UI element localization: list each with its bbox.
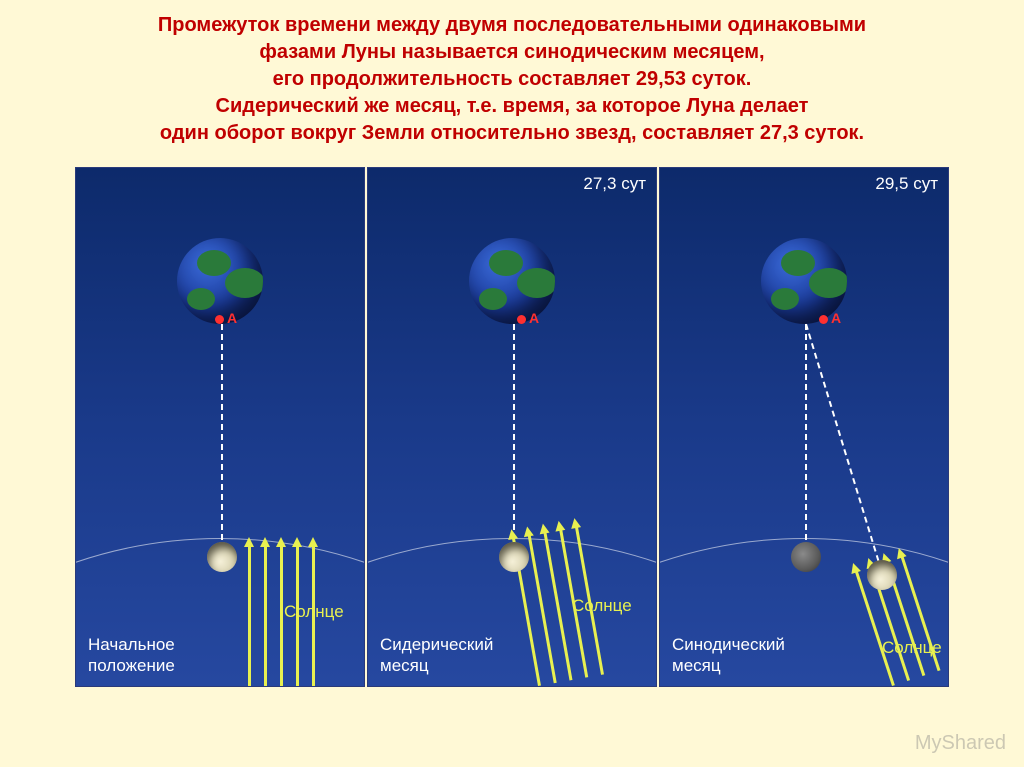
sun-ray-arrow (280, 546, 283, 686)
earth-globe (177, 238, 263, 324)
diagram-container: А Начальноеположение Солнце 27,3 сут А Сидери… (0, 167, 1024, 687)
panel-caption: Начальноеположение (88, 635, 175, 676)
panel-caption: Сидерическиймесяц (380, 635, 493, 676)
header-line: его продолжительность составляет 29,53 с… (40, 66, 984, 93)
header-text: Промежуток времени между двумя последова… (0, 0, 1024, 167)
sun-ray-arrow (264, 546, 267, 686)
sun-label: Солнце (284, 602, 344, 622)
moon-icon (207, 542, 237, 572)
panel-1: 27,3 сут А Сидерическиймесяц Солнце (367, 167, 657, 687)
observer-label: А (831, 310, 841, 326)
moon-icon (867, 560, 897, 590)
header-line: Сидерический же месяц, т.е. время, за ко… (40, 93, 984, 120)
earth-moon-line (513, 324, 515, 550)
corner-time: 27,3 сут (583, 174, 646, 194)
observer-point (517, 315, 526, 324)
moon-shadow-icon (791, 542, 821, 572)
observer-label: А (227, 310, 237, 326)
header-line: фазами Луны называется синодическим меся… (40, 39, 984, 66)
observer-label: А (529, 310, 539, 326)
earth-moon-line (805, 324, 807, 550)
earth-icon: А (761, 238, 847, 324)
moon-icon (499, 542, 529, 572)
observer-point (819, 315, 828, 324)
earth-moon-line (221, 324, 223, 550)
sun-ray-arrow (248, 546, 251, 686)
header-line: Промежуток времени между двумя последова… (40, 12, 984, 39)
earth-icon: А (469, 238, 555, 324)
header-line: один оборот вокруг Земли относительно зв… (40, 120, 984, 147)
panel-2: 29,5 сут А Синодическиймесяц Солнце (659, 167, 949, 687)
watermark: MyShared (915, 732, 1006, 755)
earth-icon: А (177, 238, 263, 324)
panel-caption: Синодическиймесяц (672, 635, 785, 676)
sun-label: Солнце (882, 638, 942, 658)
sun-ray-arrow (543, 532, 572, 680)
corner-time: 29,5 сут (875, 174, 938, 194)
panel-0: А Начальноеположение Солнце (75, 167, 365, 687)
earth-globe (469, 238, 555, 324)
sun-label: Солнце (572, 596, 632, 616)
observer-point (215, 315, 224, 324)
